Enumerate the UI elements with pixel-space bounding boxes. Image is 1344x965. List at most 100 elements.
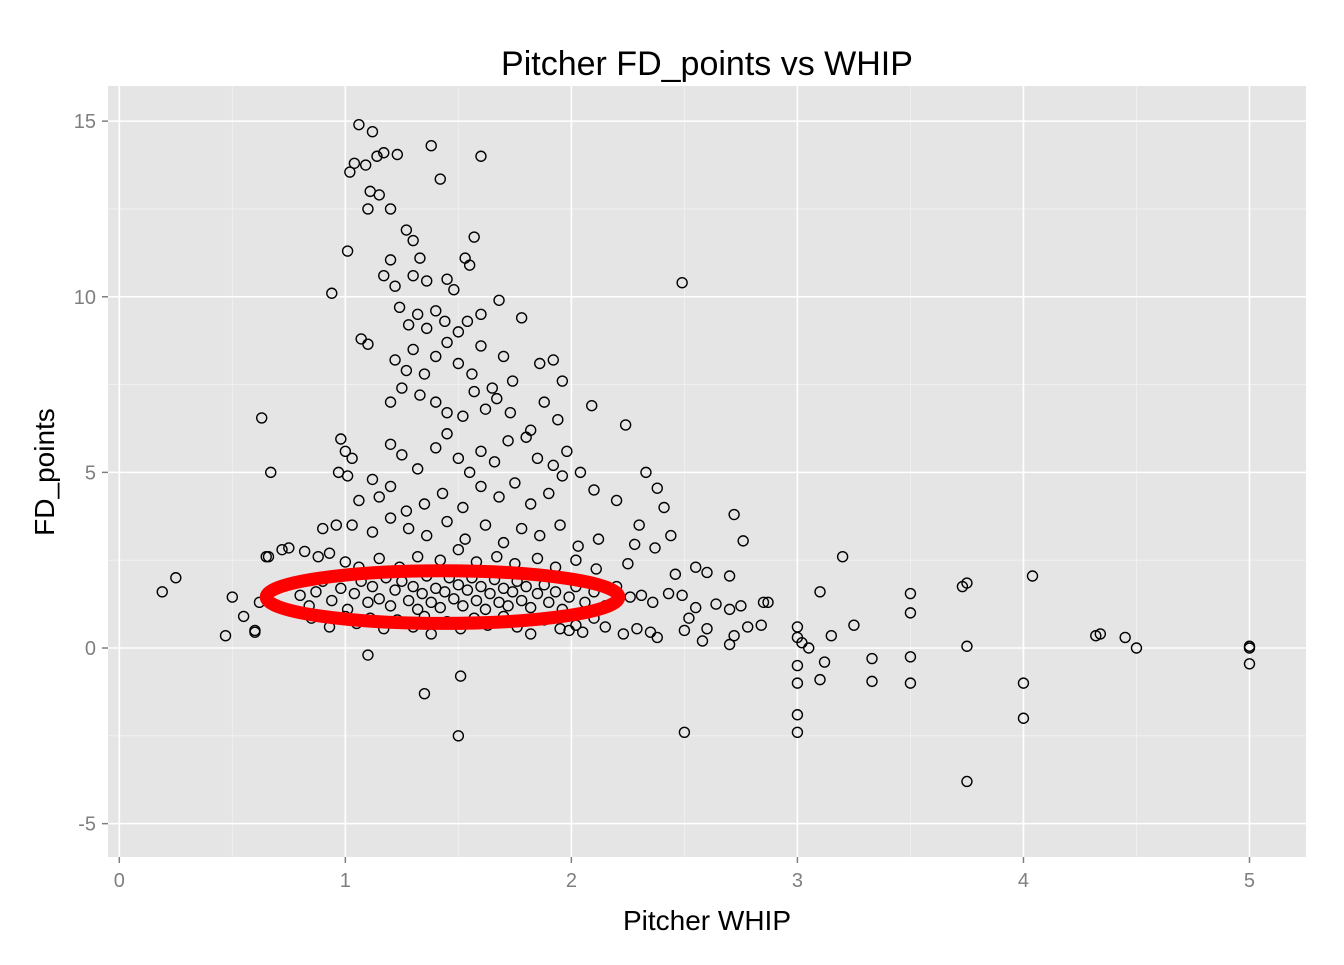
data-point	[662, 587, 675, 600]
data-point	[961, 775, 973, 788]
data-point	[276, 543, 288, 556]
data-point	[669, 568, 682, 580]
data-point	[574, 466, 587, 479]
data-point	[475, 480, 487, 493]
data-point	[475, 340, 487, 352]
data-point	[590, 563, 602, 575]
data-point	[430, 442, 442, 454]
highlight-ellipse	[259, 564, 626, 630]
data-point	[425, 596, 437, 609]
data-point	[791, 677, 804, 689]
data-point	[418, 368, 431, 380]
x-tick-label: 5	[1244, 870, 1255, 892]
data-point	[475, 308, 487, 321]
data-point	[701, 566, 713, 579]
data-point	[366, 526, 379, 538]
data-point	[346, 452, 358, 465]
data-point	[665, 529, 677, 542]
data-point	[411, 603, 424, 616]
data-point	[814, 673, 826, 686]
data-point	[520, 580, 532, 593]
data-point	[520, 431, 532, 443]
data-point	[441, 273, 453, 285]
data-point	[393, 301, 406, 313]
data-point	[407, 234, 419, 247]
data-point	[576, 626, 589, 638]
data-point	[346, 519, 358, 531]
data-point	[556, 470, 569, 482]
y-tick-label: 10	[74, 287, 96, 309]
data-point	[156, 586, 168, 598]
data-point	[448, 284, 460, 296]
data-point	[904, 677, 917, 689]
data-point	[493, 491, 505, 503]
data-point	[689, 561, 702, 573]
data-point	[326, 594, 338, 607]
chart-title: Pitcher FD_points vs WHIP	[501, 45, 913, 83]
data-point	[628, 538, 641, 551]
data-point	[1130, 642, 1143, 654]
data-point	[348, 587, 361, 600]
data-point	[457, 501, 469, 514]
data-point	[434, 173, 446, 185]
data-point	[486, 382, 498, 394]
data-point	[312, 550, 324, 563]
data-point	[411, 463, 424, 475]
data-point	[341, 470, 354, 482]
data-point	[475, 150, 487, 162]
data-point	[416, 587, 428, 600]
data-point	[538, 396, 550, 408]
data-point	[678, 726, 691, 739]
data-point	[452, 452, 465, 465]
data-point	[362, 203, 374, 215]
data-point	[298, 545, 311, 558]
data-point	[452, 543, 465, 556]
data-point	[491, 392, 503, 405]
data-point	[497, 536, 510, 549]
data-point	[463, 259, 476, 271]
data-point	[400, 364, 413, 377]
data-point	[326, 287, 338, 299]
data-point	[366, 580, 379, 593]
data-point	[502, 435, 514, 447]
data-point	[441, 406, 453, 419]
data-point	[310, 586, 322, 598]
data-point	[400, 224, 413, 236]
data-point	[378, 147, 390, 159]
data-point	[448, 593, 460, 605]
data-point	[531, 452, 544, 465]
data-point	[633, 519, 645, 531]
data-point	[755, 619, 767, 631]
data-point	[407, 343, 419, 356]
data-point	[441, 515, 453, 528]
data-point	[396, 382, 408, 394]
grid-lines	[108, 86, 1306, 857]
data-point	[407, 580, 419, 593]
data-point	[554, 519, 566, 531]
data-point	[1119, 631, 1131, 644]
y-tick-label: -5	[78, 814, 96, 836]
data-point	[728, 630, 740, 642]
data-point	[344, 166, 356, 178]
data-point	[430, 305, 442, 317]
data-point	[515, 312, 528, 324]
data-point	[658, 501, 670, 514]
data-point	[524, 498, 537, 510]
y-tick-label: 15	[74, 111, 96, 133]
data-point	[479, 603, 492, 616]
data-point	[353, 118, 365, 131]
data-point	[323, 547, 336, 559]
data-point	[561, 445, 573, 458]
data-point	[586, 399, 598, 412]
data-point	[543, 487, 555, 500]
data-point	[572, 540, 584, 552]
data-point	[430, 350, 442, 363]
y-tick-label: 0	[85, 638, 96, 660]
data-point	[506, 586, 519, 598]
data-point	[735, 600, 747, 612]
x-axis-title: Pitcher WHIP	[623, 905, 791, 936]
data-point	[1094, 628, 1107, 640]
data-point	[402, 319, 415, 331]
